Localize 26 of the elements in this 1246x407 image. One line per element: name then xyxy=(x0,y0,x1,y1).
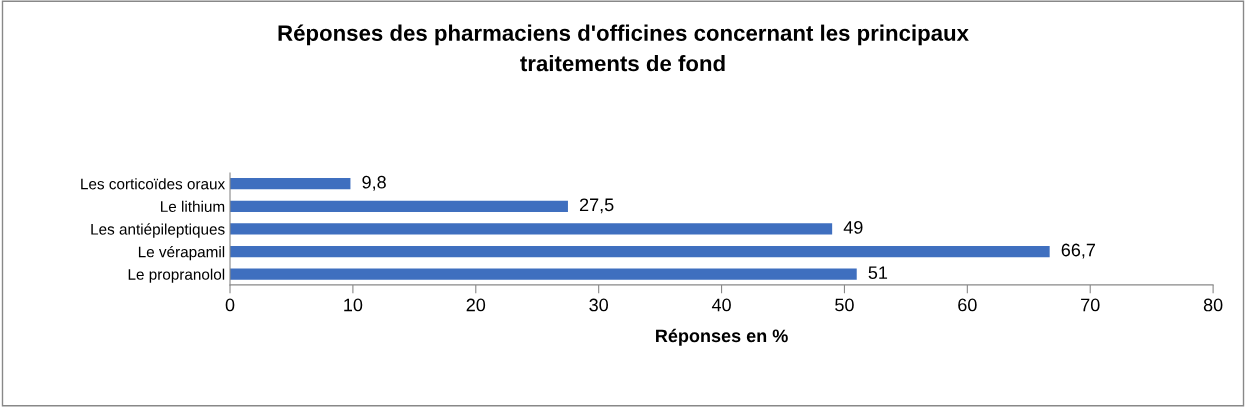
x-tick-label: 70 xyxy=(1081,298,1100,312)
data-label: 9,8 xyxy=(362,175,386,191)
y-tick-label: Les antiépileptiques xyxy=(91,223,225,238)
x-tick-label: 40 xyxy=(711,298,731,312)
y-tick-label: Les corticoïdes oraux xyxy=(81,178,225,190)
bar xyxy=(230,223,833,235)
x-tick-label: 80 xyxy=(1203,298,1223,312)
bar xyxy=(230,268,857,280)
x-tick-label: 0 xyxy=(225,298,235,312)
x-tick-label: 50 xyxy=(835,298,854,312)
data-label: 51 xyxy=(868,266,888,280)
data-label: 27,5 xyxy=(579,198,614,214)
x-axis-title: Réponses en % xyxy=(656,328,788,346)
x-tick-label: 30 xyxy=(589,298,609,312)
bar xyxy=(230,178,351,190)
data-label: 49 xyxy=(843,221,863,234)
y-tick-label: Le vérapamil xyxy=(138,245,225,261)
bar xyxy=(230,245,1050,258)
x-tick-label: 20 xyxy=(466,298,486,312)
y-tick-label: Le lithium xyxy=(161,200,225,213)
y-tick-label: Le propranolol xyxy=(128,268,225,283)
chart-title: Réponses des pharmaciens d'officines concernant les principaux traitements de fond xyxy=(278,24,969,72)
data-label: 66,7 xyxy=(1061,243,1096,259)
bar xyxy=(230,200,568,212)
x-tick-label: 10 xyxy=(344,298,363,312)
x-tick-label: 60 xyxy=(958,298,977,312)
